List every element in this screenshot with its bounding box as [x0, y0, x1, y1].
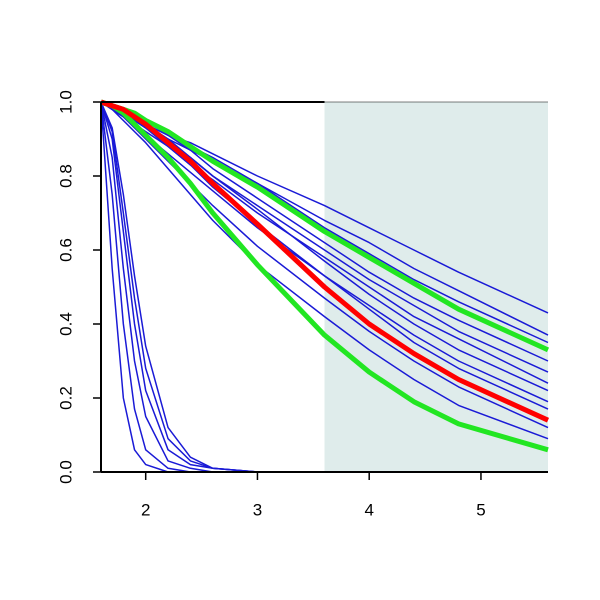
curve [100, 99, 550, 423]
y-tick-label: 0.8 [56, 164, 75, 188]
x-tick-label: 2 [141, 500, 150, 519]
y-tick-label: 1.0 [56, 90, 75, 114]
y-tick-label: 0.4 [56, 312, 75, 336]
y-tick-label: 0.0 [56, 460, 75, 484]
curve [100, 101, 549, 440]
y-tick-label: 0.2 [56, 386, 75, 410]
x-tick-label: 3 [253, 500, 262, 519]
x-tick-label: 4 [364, 500, 373, 519]
y-tick-label: 0.6 [56, 238, 75, 262]
curve [100, 99, 549, 453]
x-tick-label: 5 [476, 500, 485, 519]
